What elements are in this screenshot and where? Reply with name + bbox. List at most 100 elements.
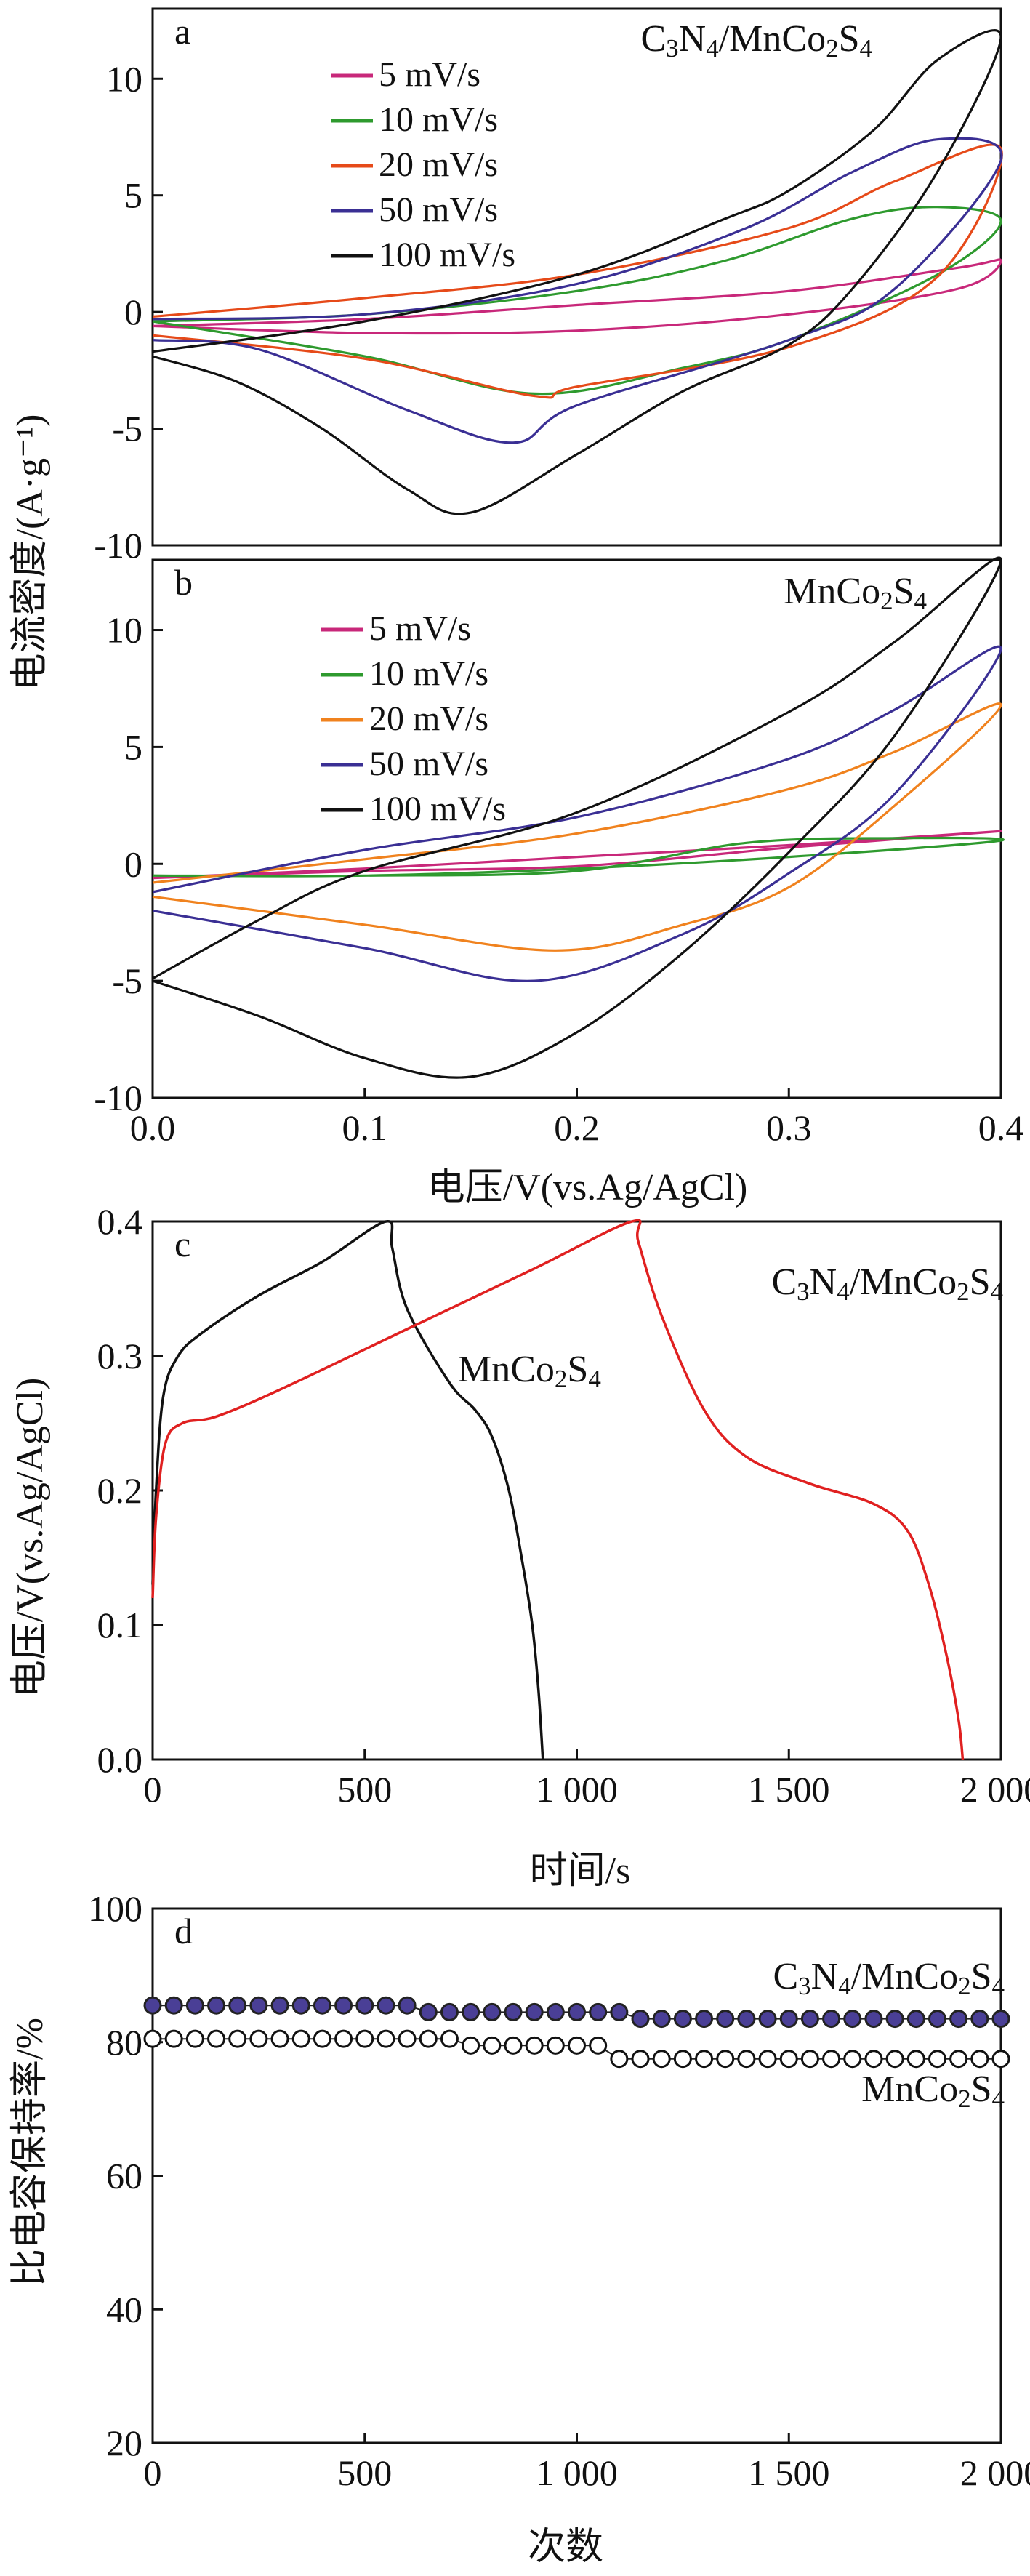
data-point-filled xyxy=(928,2010,946,2029)
data-point-open xyxy=(885,2050,904,2069)
data-point-open xyxy=(716,2050,735,2069)
data-point-open xyxy=(185,2029,204,2048)
y-tick-label: 5 xyxy=(124,175,142,216)
data-point-open xyxy=(779,2050,798,2069)
panel-label: c xyxy=(174,1224,190,1264)
panel-title: MnCo2S4 xyxy=(784,571,927,615)
data-point-filled xyxy=(185,1996,204,2015)
gcd-curve-C3N4/MnCo2S4 xyxy=(151,1219,965,1760)
cv-loop-5mVs xyxy=(152,258,1002,335)
data-point-open xyxy=(673,2050,692,2069)
data-point-filled xyxy=(525,2002,544,2021)
y-tick-label: 0.4 xyxy=(97,1201,143,1242)
data-point-filled xyxy=(800,2010,819,2029)
data-point-open xyxy=(906,2050,925,2069)
legend-label: 20 mV/s xyxy=(369,699,488,738)
data-point-filled xyxy=(758,2010,777,2029)
panel-label: d xyxy=(174,1911,193,1951)
y-tick-label: 0.0 xyxy=(97,1739,143,1780)
legend-label: 100 mV/s xyxy=(379,236,515,274)
data-point-open xyxy=(928,2050,946,2069)
y-tick-label: 80 xyxy=(106,2022,142,2063)
y-tick-label: -5 xyxy=(112,960,142,1001)
cv-loop-50mVs xyxy=(152,137,1003,444)
data-point-open xyxy=(270,2029,289,2048)
series-label: C3N4/MnCo2S4 xyxy=(771,1261,1003,1306)
data-point-open xyxy=(462,2036,480,2055)
legend-label: 100 mV/s xyxy=(369,790,506,828)
data-point-filled xyxy=(249,1996,268,2015)
x-tick-label: 1 500 xyxy=(748,1769,830,1810)
panel-title: C3N4/MnCo2S4 xyxy=(640,18,872,63)
y-tick-label: 0.2 xyxy=(97,1470,143,1511)
data-point-open xyxy=(758,2050,777,2069)
data-point-open xyxy=(355,2029,374,2048)
cv-loop-100mVs xyxy=(152,556,1002,1079)
x-tick-label: 500 xyxy=(337,2452,392,2493)
data-point-filled xyxy=(737,2010,756,2029)
data-point-filled xyxy=(419,2002,438,2021)
y-tick-label: 0.3 xyxy=(97,1336,143,1376)
data-point-filled xyxy=(291,1996,310,2015)
data-point-open xyxy=(483,2036,502,2055)
gcd-curve-MnCo2S4 xyxy=(151,1220,544,1760)
data-point-filled xyxy=(822,2010,841,2029)
data-point-open xyxy=(377,2029,395,2048)
data-point-open xyxy=(546,2036,565,2055)
data-point-open xyxy=(228,2029,247,2048)
cv-panel-b: -10 -5 0 5 10 0.0 0.1 0.2 0.3 0.4 b MnCo2S4 5 mV/s 10… xyxy=(94,556,1023,1148)
data-point-filled xyxy=(207,1996,226,2015)
cv-loop-10mVs xyxy=(152,206,1002,396)
data-point-open xyxy=(631,2050,650,2069)
y-tick-label: -10 xyxy=(94,1078,142,1118)
panel-label: b xyxy=(174,562,193,603)
data-point-open xyxy=(291,2029,310,2048)
series-label: MnCo2S4 xyxy=(458,1349,601,1393)
y-tick-label: 60 xyxy=(106,2156,142,2196)
data-point-filled xyxy=(313,1996,331,2015)
data-point-open xyxy=(737,2050,756,2069)
data-point-filled xyxy=(906,2010,925,2029)
data-point-open xyxy=(652,2050,671,2069)
data-point-filled xyxy=(377,1996,395,2015)
x-tick-label: 0.0 xyxy=(130,1107,176,1148)
data-point-open xyxy=(440,2029,459,2048)
data-point-open xyxy=(589,2036,608,2055)
data-point-open xyxy=(822,2050,841,2069)
legend-label: 5 mV/s xyxy=(379,55,480,94)
y-tick-label: 40 xyxy=(106,2289,142,2330)
y-tick-label: -10 xyxy=(94,525,142,566)
x-tick-label: 500 xyxy=(337,1769,392,1810)
data-point-filled xyxy=(568,2002,586,2021)
data-point-open xyxy=(207,2029,226,2048)
data-point-filled xyxy=(991,2010,1010,2029)
cv-loop-100mVs xyxy=(152,29,1002,515)
data-point-open xyxy=(970,2050,989,2069)
data-point-filled xyxy=(270,1996,289,2015)
x-tick-label: 0 xyxy=(144,2452,162,2493)
legend-label: 50 mV/s xyxy=(369,745,488,783)
x-tick-label: 0.1 xyxy=(342,1107,388,1148)
data-point-filled xyxy=(334,1996,353,2015)
data-point-open xyxy=(949,2050,968,2069)
data-point-filled xyxy=(631,2010,650,2029)
legend-label: 10 mV/s xyxy=(369,654,488,693)
cycling-xlabel: 次数 xyxy=(528,2527,603,2568)
plot-frame xyxy=(151,7,1002,547)
y-tick-label: 0.1 xyxy=(97,1605,143,1645)
cycling-ylabel: 比电容保持率/% xyxy=(9,2018,51,2287)
cv-ylabel: 电流密度/(A·g⁻¹) xyxy=(9,414,51,691)
y-tick-label: 10 xyxy=(106,58,142,99)
data-point-open xyxy=(695,2050,714,2069)
y-tick-label: 10 xyxy=(106,610,142,651)
data-point-filled xyxy=(885,2010,904,2029)
legend-label: 10 mV/s xyxy=(379,100,498,139)
data-point-open xyxy=(800,2050,819,2069)
legend-label: 5 mV/s xyxy=(369,609,471,648)
x-tick-label: 0 xyxy=(144,1769,162,1810)
data-point-open xyxy=(991,2050,1010,2069)
series-label: MnCo2S4 xyxy=(861,2069,1005,2113)
data-point-open xyxy=(568,2036,586,2055)
data-point-open xyxy=(864,2050,883,2069)
